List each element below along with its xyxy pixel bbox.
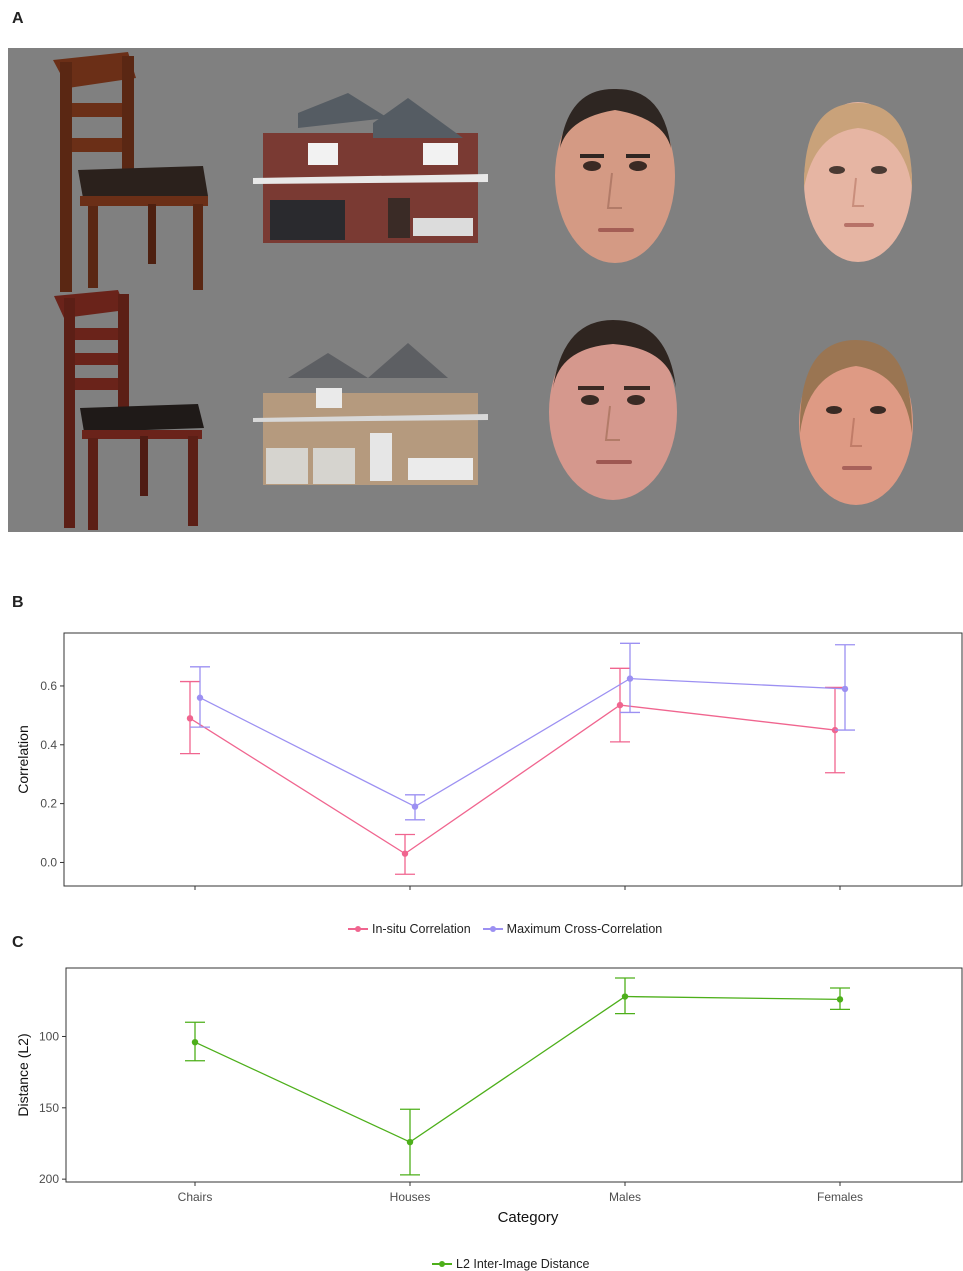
x-axis-label: Category — [498, 1209, 559, 1226]
distance-chart: 100 150 200 Chairs Houses Males Females Distanc… — [15, 967, 963, 1226]
chair-image-2 — [54, 290, 204, 530]
y-tick-label: 100 — [39, 1029, 59, 1043]
plot-frame — [63, 632, 963, 887]
series-line-0 — [189, 704, 836, 855]
stimulus-photo-panel — [8, 48, 963, 532]
data-point — [841, 685, 849, 693]
stimulus-photos — [53, 52, 913, 530]
legend-item-in-situ: In-situ Correlation — [348, 922, 471, 936]
male-face-image-2 — [549, 320, 677, 500]
panel-label-b: B — [12, 594, 24, 611]
x-tick-label-houses: Houses — [390, 1190, 431, 1204]
y-tick-label: 0.4 — [40, 738, 57, 752]
chair-image-1 — [53, 52, 208, 292]
distance-legend: L2 Inter-Image Distance — [432, 1257, 601, 1271]
data-point — [626, 675, 634, 682]
correlation-chart: 0.0 0.2 0.4 0.6 Correlation — [15, 632, 963, 890]
y-tick-label: 0.0 — [40, 855, 57, 869]
data-point — [186, 715, 194, 722]
x-tick-label-chairs: Chairs — [178, 1190, 213, 1204]
legend-label-l2: L2 Inter-Image Distance — [456, 1257, 590, 1271]
male-face-image-1 — [555, 88, 675, 263]
correlation-legend: In-situ Correlation Maximum Cross-Correl… — [348, 922, 674, 936]
series-line-1 — [199, 677, 846, 808]
legend-label-max-cross: Maximum Cross-Correlation — [506, 922, 663, 936]
legend-item-l2: L2 Inter-Image Distance — [432, 1257, 589, 1271]
house-image-2 — [253, 343, 488, 485]
data-point — [196, 694, 204, 701]
house-image-1 — [253, 93, 488, 243]
plot-frame — [65, 967, 963, 1183]
data-point — [411, 803, 419, 810]
female-face-image-1 — [803, 102, 913, 262]
legend-label-in-situ: In-situ Correlation — [372, 922, 471, 936]
data-point — [401, 850, 409, 857]
y-axis-label: Correlation — [15, 725, 31, 793]
legend-swatch-l2 — [432, 1259, 452, 1269]
data-point — [191, 1038, 199, 1046]
data-point — [616, 701, 624, 709]
y-tick-label: 0.2 — [40, 797, 57, 811]
x-tick-label-females: Females — [817, 1190, 863, 1204]
data-point — [621, 993, 629, 1000]
y-tick-label: 0.6 — [40, 679, 57, 693]
y-tick-label: 150 — [39, 1101, 59, 1115]
x-tick-label-males: Males — [609, 1190, 641, 1204]
y-axis-label: Distance (L2) — [15, 1033, 31, 1116]
panel-label-c: C — [12, 934, 24, 951]
female-face-image-2 — [799, 340, 913, 505]
data-point — [836, 996, 844, 1003]
legend-swatch-in-situ — [348, 924, 368, 934]
data-point — [406, 1138, 414, 1146]
legend-swatch-max-cross — [482, 924, 503, 934]
series-line-0 — [194, 995, 841, 1143]
legend-item-max-cross: Maximum Cross-Correlation — [482, 922, 663, 936]
panel-label-a: A — [12, 10, 24, 27]
y-tick-label: 200 — [39, 1172, 59, 1186]
